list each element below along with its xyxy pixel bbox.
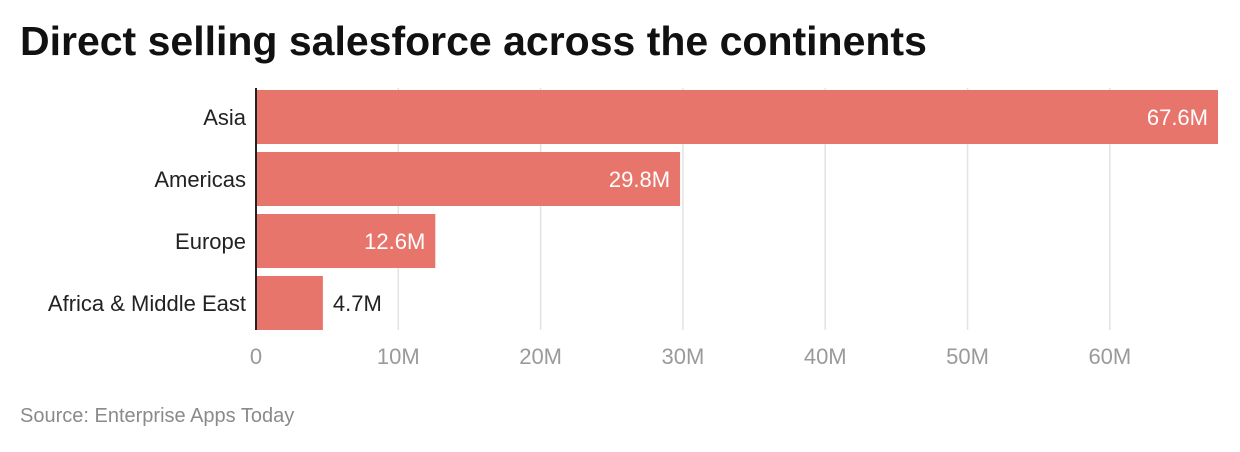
bars: 67.6M 29.8M 12.6M 4.7M [256,90,1218,330]
category-label: Europe [175,229,246,254]
bar-value-label: 67.6M [1147,105,1208,130]
category-label: Asia [203,105,247,130]
x-tick-label: 0 [250,344,262,369]
bar-value-label: 12.6M [364,229,425,254]
category-label: Africa & Middle East [48,291,246,316]
source-note: Source: Enterprise Apps Today [20,405,295,427]
bar-value-label: 29.8M [609,167,670,192]
x-tick-label: 60M [1088,344,1131,369]
x-tick-label: 30M [662,344,705,369]
x-axis-ticks: 0 10M 20M 30M 40M 50M 60M [250,344,1131,369]
category-label: Americas [154,167,246,192]
bar [256,276,323,330]
x-tick-label: 40M [804,344,847,369]
x-tick-label: 20M [519,344,562,369]
bar [256,152,681,206]
chart-title: Direct selling salesforce across the con… [20,18,927,64]
bar [256,90,1218,144]
bar-value-label: 4.7M [333,291,382,316]
x-tick-label: 10M [377,344,420,369]
bar-chart: 67.6M 29.8M 12.6M 4.7M Asia Americas Europe Af… [48,88,1218,369]
x-tick-label: 50M [946,344,989,369]
bar [256,214,436,268]
category-labels: Asia Americas Europe Africa & Middle East [48,105,247,316]
